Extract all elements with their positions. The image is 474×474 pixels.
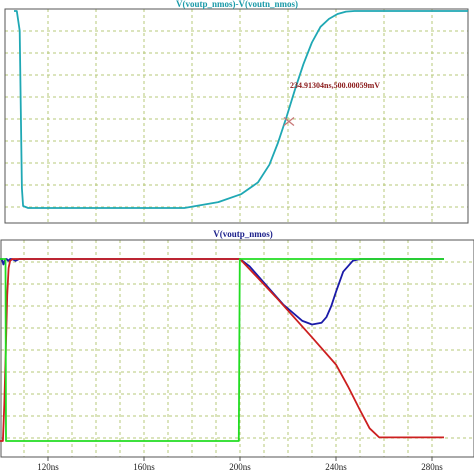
series-line-1 [0, 258, 444, 442]
series-line-0 [0, 258, 444, 326]
bottom-plot-title: V(voutp_nmos) [213, 229, 273, 239]
bottom-plot-frame [0, 239, 474, 458]
bottom-plot-grid [1, 240, 474, 457]
top-plot-pane: V(voutp_nmos)-V(voutn_nmos) 234.91304ns,… [4, 0, 469, 224]
x-tick-label: 120ns [37, 462, 59, 472]
x-tick-label: 240ns [325, 462, 347, 472]
bottom-plot-x-axis: 120ns 160ns 200ns 240ns 280ns [37, 457, 443, 472]
top-plot-frame [4, 8, 469, 224]
bottom-plot-series [0, 258, 444, 442]
x-tick-label: 160ns [133, 462, 155, 472]
bottom-plot-pane: V(voutp_nmos) 120ns 160ns 200ns 240ns 280ns [0, 229, 474, 472]
series-line-2 [0, 258, 444, 442]
series-line-0 [14, 10, 468, 209]
top-plot-title: V(voutp_nmos)-V(voutn_nmos) [176, 0, 298, 9]
top-plot-grid [5, 9, 468, 223]
top-plot-cursor-label: 234.91304ns,500.00059mV [290, 81, 380, 90]
cursor-marker[interactable] [283, 116, 295, 127]
x-tick-label: 280ns [421, 462, 443, 472]
x-tick-label: 200ns [229, 462, 251, 472]
top-plot-series [14, 10, 468, 209]
top-plot-cursor[interactable] [283, 116, 295, 127]
